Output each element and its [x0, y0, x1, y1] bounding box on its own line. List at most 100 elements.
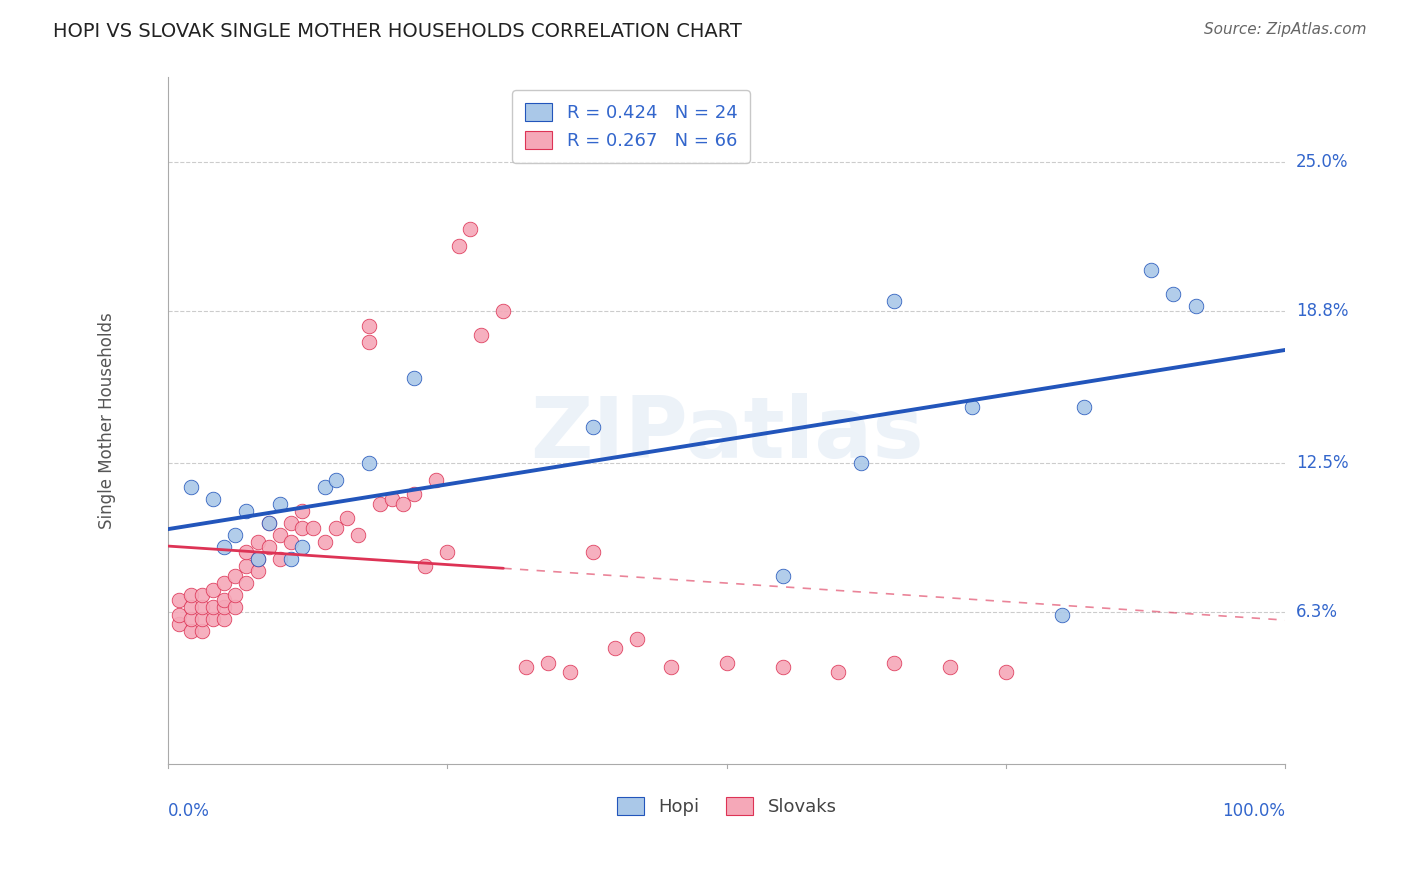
Text: Source: ZipAtlas.com: Source: ZipAtlas.com — [1204, 22, 1367, 37]
Point — [246, 552, 269, 566]
Point — [201, 600, 224, 615]
Point — [235, 576, 257, 591]
Point — [381, 491, 404, 506]
Legend: Hopi, Slovaks: Hopi, Slovaks — [609, 789, 844, 823]
Point — [212, 612, 235, 626]
Point — [257, 516, 280, 530]
Text: 25.0%: 25.0% — [1296, 153, 1348, 170]
Point — [280, 535, 302, 549]
Point — [883, 656, 905, 670]
Point — [180, 588, 202, 602]
Point — [269, 552, 291, 566]
Point — [325, 473, 347, 487]
Point — [458, 222, 481, 236]
Text: ZIPatlas: ZIPatlas — [530, 392, 924, 475]
Point — [470, 328, 492, 343]
Point — [939, 660, 962, 674]
Point — [962, 401, 984, 415]
Point — [257, 516, 280, 530]
Point — [191, 600, 214, 615]
Point — [235, 559, 257, 574]
Point — [849, 456, 872, 470]
Point — [269, 528, 291, 542]
Point — [582, 545, 605, 559]
Text: 12.5%: 12.5% — [1296, 454, 1348, 472]
Point — [1140, 263, 1163, 277]
Point — [201, 612, 224, 626]
Point — [180, 480, 202, 494]
Point — [257, 540, 280, 554]
Point — [291, 521, 314, 535]
Point — [994, 665, 1017, 680]
Point — [772, 569, 794, 583]
Point — [246, 552, 269, 566]
Point — [347, 528, 370, 542]
Point — [280, 552, 302, 566]
Text: 0.0%: 0.0% — [169, 802, 209, 820]
Point — [235, 504, 257, 518]
Point — [436, 545, 458, 559]
Point — [314, 480, 336, 494]
Text: 18.8%: 18.8% — [1296, 302, 1348, 320]
Point — [827, 665, 849, 680]
Point — [180, 624, 202, 639]
Point — [391, 497, 413, 511]
Point — [280, 516, 302, 530]
Point — [212, 576, 235, 591]
Point — [246, 564, 269, 578]
Point — [191, 624, 214, 639]
Text: HOPI VS SLOVAK SINGLE MOTHER HOUSEHOLDS CORRELATION CHART: HOPI VS SLOVAK SINGLE MOTHER HOUSEHOLDS … — [53, 22, 742, 41]
Point — [224, 569, 246, 583]
Point — [772, 660, 794, 674]
Point — [1050, 607, 1073, 622]
Point — [191, 588, 214, 602]
Point — [716, 656, 738, 670]
Point — [402, 487, 425, 501]
Point — [169, 607, 191, 622]
Point — [582, 419, 605, 434]
Point — [560, 665, 582, 680]
Point — [212, 600, 235, 615]
Point — [191, 612, 214, 626]
Point — [1184, 299, 1206, 313]
Point — [1163, 287, 1185, 301]
Point — [169, 593, 191, 607]
Point — [537, 656, 560, 670]
Point — [212, 540, 235, 554]
Point — [224, 600, 246, 615]
Point — [359, 318, 381, 333]
Point — [224, 528, 246, 542]
Text: 100.0%: 100.0% — [1222, 802, 1285, 820]
Point — [291, 540, 314, 554]
Point — [180, 612, 202, 626]
Point — [359, 456, 381, 470]
Point — [180, 600, 202, 615]
Point — [515, 660, 537, 674]
Point — [302, 521, 325, 535]
Point — [291, 504, 314, 518]
Point — [425, 473, 447, 487]
Point — [314, 535, 336, 549]
Text: 6.3%: 6.3% — [1296, 603, 1339, 621]
Point — [246, 535, 269, 549]
Point — [224, 588, 246, 602]
Point — [235, 545, 257, 559]
Point — [883, 294, 905, 309]
Point — [201, 583, 224, 598]
Point — [212, 593, 235, 607]
Point — [626, 632, 648, 646]
Text: Single Mother Households: Single Mother Households — [98, 312, 115, 529]
Point — [201, 491, 224, 506]
Point — [269, 497, 291, 511]
Point — [603, 641, 626, 656]
Point — [169, 617, 191, 632]
Point — [402, 371, 425, 385]
Point — [325, 521, 347, 535]
Point — [1073, 401, 1095, 415]
Point — [447, 239, 470, 253]
Point — [413, 559, 436, 574]
Point — [336, 511, 359, 525]
Point — [492, 304, 515, 318]
Point — [370, 497, 392, 511]
Point — [359, 335, 381, 350]
